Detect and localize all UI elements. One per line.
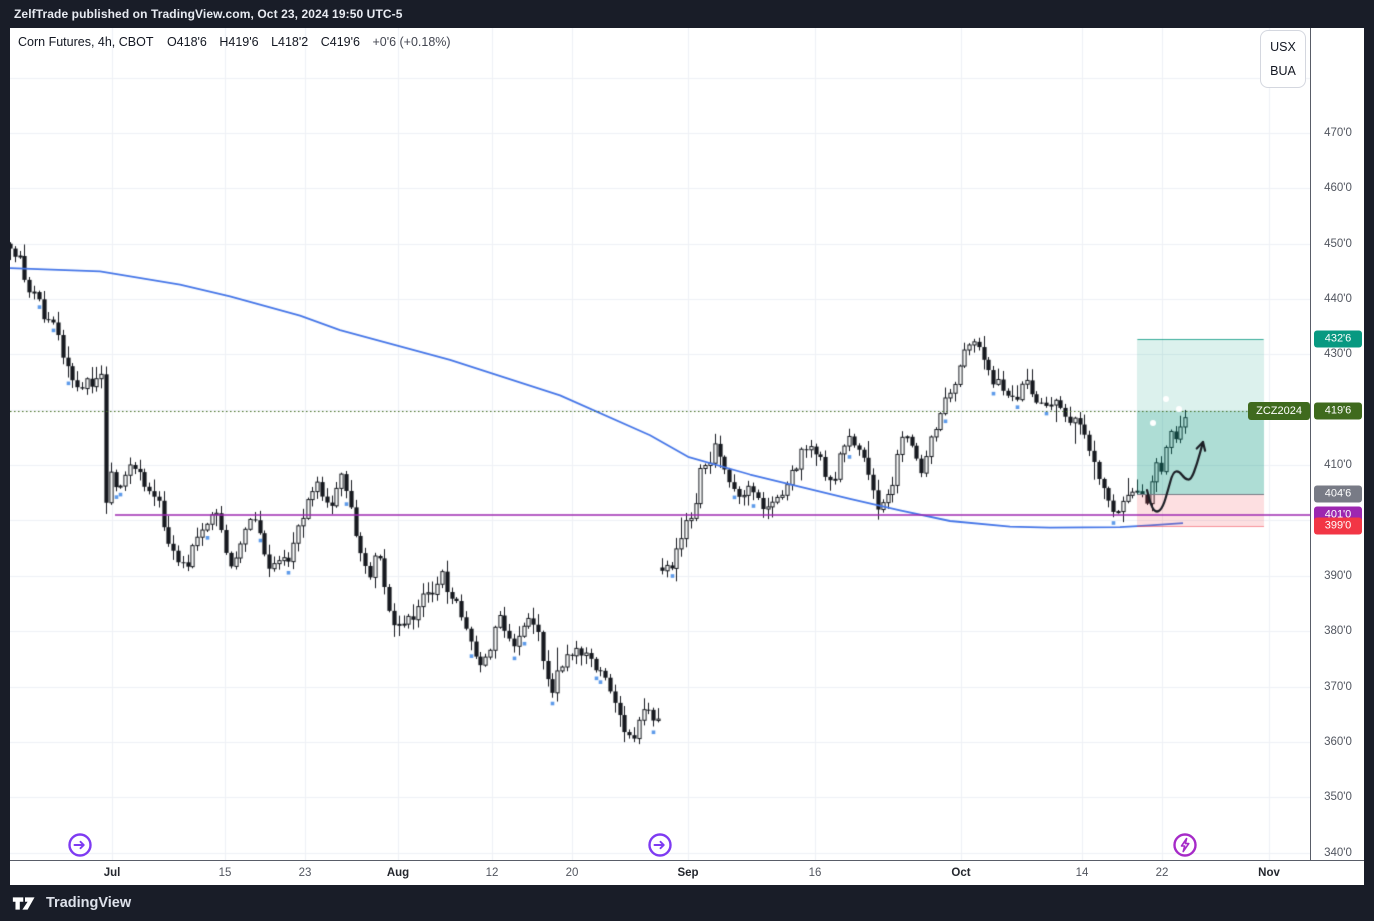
ohlc-open: O418'6 — [166, 35, 207, 49]
ohlc-close: C419'6 — [320, 35, 360, 49]
price-tick: 440'0 — [1324, 293, 1352, 306]
time-tick: 15 — [218, 867, 232, 879]
event-marker-contract-switch-icon[interactable] — [647, 832, 673, 858]
price-tick: 380'0 — [1324, 625, 1352, 638]
price-tick: 390'0 — [1324, 569, 1352, 582]
price-tick: 350'0 — [1324, 791, 1352, 804]
price-tick: 340'0 — [1324, 846, 1352, 859]
price-badge: 399'0 — [1314, 517, 1362, 535]
contract-name: ZCZ2024 — [1256, 405, 1302, 418]
chart-legend: Corn Futures, 4h, CBOT O418'6 H419'6 L41… — [18, 35, 460, 49]
time-tick: Aug — [386, 867, 410, 879]
price-tick: 470'0 — [1324, 127, 1352, 139]
time-tick: 14 — [1075, 867, 1089, 879]
price-chart-canvas[interactable] — [10, 28, 1310, 860]
time-tick: 22 — [1155, 867, 1169, 879]
price-tick: 410'0 — [1324, 459, 1352, 472]
event-marker-contract-switch-icon[interactable] — [67, 832, 93, 858]
time-tick: Sep — [677, 867, 699, 879]
time-axis[interactable]: Jul 15 23 Aug 12 20 Sep 16 Oct 14 22 Nov — [10, 860, 1364, 885]
contract-price-line-label: ZCZ2024 — [1248, 402, 1310, 421]
price-badge: 404'6 — [1314, 485, 1362, 503]
event-marker-lightning-icon[interactable] — [1172, 832, 1198, 858]
price-tick: 460'0 — [1324, 182, 1352, 195]
symbol-title: Corn Futures, 4h, CBOT — [18, 35, 154, 49]
quick-toolbar: USX BUA — [1260, 30, 1306, 88]
chart-panel: Corn Futures, 4h, CBOT O418'6 H419'6 L41… — [10, 28, 1364, 885]
time-tick: 12 — [485, 867, 499, 879]
publish-banner-text: ZelfTrade published on TradingView.com, … — [14, 7, 403, 21]
bua-button[interactable]: BUA — [1270, 64, 1296, 78]
footer-bar: TradingView — [0, 885, 1374, 921]
ohlc-change: +0'6 (+0.18%) — [372, 35, 451, 49]
tradingview-logo-icon — [12, 896, 35, 910]
publish-banner: ZelfTrade published on TradingView.com, … — [0, 0, 1374, 28]
price-tick: 370'0 — [1324, 680, 1352, 693]
time-tick: Jul — [103, 867, 121, 879]
time-tick: Nov — [1258, 867, 1280, 879]
time-tick: 20 — [565, 867, 579, 879]
ohlc-low: L418'2 — [271, 35, 309, 49]
usx-button[interactable]: USX — [1270, 40, 1296, 54]
time-tick: 16 — [808, 867, 822, 879]
price-badge: 432'6 — [1314, 330, 1362, 348]
ohlc-high: H419'6 — [219, 35, 259, 49]
price-badge: 419'6 — [1314, 402, 1362, 420]
price-tick: 450'0 — [1324, 237, 1352, 250]
price-tick: 360'0 — [1324, 735, 1352, 748]
time-tick: Oct — [951, 867, 971, 879]
brand-name: TradingView — [46, 895, 132, 911]
price-axis[interactable]: 470'0 460'0 450'0 440'0 430'0 410'0 390'0 380'0… — [1310, 28, 1364, 860]
time-tick: 23 — [298, 867, 312, 879]
price-tick: 430'0 — [1324, 348, 1352, 361]
